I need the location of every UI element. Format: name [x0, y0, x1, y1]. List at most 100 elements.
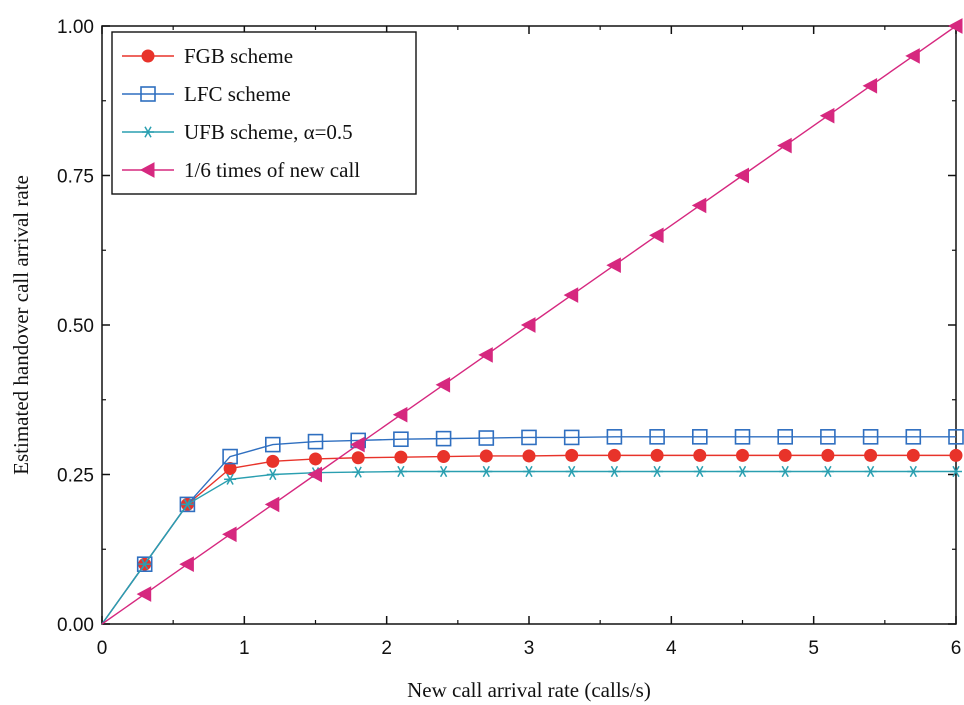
x-tick-label: 1 — [239, 638, 250, 659]
data-point — [136, 556, 153, 573]
data-point — [181, 498, 194, 510]
data-point — [437, 450, 451, 464]
data-point — [563, 287, 579, 303]
data-point — [309, 452, 322, 466]
data-point — [864, 465, 877, 478]
data-point — [480, 465, 493, 478]
legend-marker — [139, 162, 155, 178]
asterisk-stroke — [525, 465, 533, 478]
data-point — [352, 466, 365, 478]
data-point — [649, 227, 664, 244]
x-tick-label: 2 — [381, 638, 392, 659]
data-point — [649, 429, 665, 445]
legend-box — [111, 31, 417, 195]
asterisk-stroke — [952, 465, 960, 478]
y-tick-label: 0.75 — [57, 167, 94, 188]
legend-marker — [140, 86, 156, 102]
data-point — [862, 77, 878, 94]
data-point — [607, 448, 621, 462]
data-point — [950, 465, 962, 478]
asterisk-stroke — [653, 465, 661, 478]
data-point — [606, 257, 621, 274]
series-4 — [101, 18, 963, 625]
data-point — [905, 429, 922, 445]
data-point — [949, 448, 963, 462]
plot-area — [101, 18, 964, 625]
x-tick-label: 4 — [666, 638, 677, 659]
data-point — [393, 431, 409, 448]
data-point — [779, 465, 792, 478]
data-point — [691, 429, 708, 445]
data-point — [350, 436, 365, 453]
data-point — [651, 465, 664, 478]
data-point — [478, 430, 495, 446]
data-point — [522, 449, 536, 463]
data-point — [864, 448, 878, 462]
data-point — [222, 448, 238, 465]
y-tick-label: 0.50 — [57, 316, 94, 337]
data-point — [307, 466, 322, 483]
asterisk-stroke — [482, 465, 490, 478]
data-point — [478, 347, 493, 363]
asterisk-stroke — [183, 498, 192, 510]
data-point — [223, 462, 237, 476]
data-point — [734, 429, 751, 445]
data-point — [777, 429, 794, 445]
y-tick-label: 1.00 — [57, 17, 94, 38]
data-point — [821, 448, 835, 462]
data-point — [222, 526, 237, 543]
data-point — [435, 430, 452, 447]
asterisk-stroke — [909, 465, 917, 478]
legend: FGB scheme LFC scheme UFB scheme, α=0.5 1/6… — [111, 31, 417, 195]
asterisk-stroke — [824, 465, 832, 478]
data-point — [862, 429, 879, 445]
data-point — [819, 107, 835, 124]
series-line — [101, 470, 956, 625]
data-point — [778, 448, 792, 462]
y-tick-label: 0.00 — [57, 615, 94, 636]
data-point — [394, 465, 407, 478]
x-tick-label: 5 — [808, 638, 819, 659]
data-point — [693, 448, 707, 462]
data-point — [906, 448, 920, 462]
data-point — [179, 496, 196, 513]
data-point — [948, 429, 964, 445]
x-axis-title: New call arrival rate (calls/s) — [407, 678, 651, 702]
data-point — [179, 556, 194, 573]
asterisk-stroke — [696, 465, 704, 478]
legend-label: UFB scheme, α=0.5 — [184, 120, 353, 144]
legend-item: UFB scheme, α=0.5 — [122, 120, 353, 144]
x-tick-label: 0 — [97, 638, 108, 659]
data-point — [523, 465, 535, 478]
y-tick-label: 0.25 — [57, 466, 94, 487]
data-point — [563, 429, 580, 446]
data-point — [521, 429, 537, 446]
data-point — [394, 450, 408, 464]
data-point — [907, 465, 920, 478]
data-point — [264, 436, 281, 453]
data-point — [520, 317, 536, 333]
data-point — [608, 465, 621, 478]
asterisk-stroke — [141, 558, 149, 570]
series-2 — [101, 429, 964, 625]
data-point — [821, 465, 834, 478]
data-point — [820, 429, 836, 445]
x-tick-label: 6 — [951, 638, 962, 659]
data-point — [307, 433, 324, 450]
asterisk-stroke — [866, 465, 875, 478]
axes: 0 1 2 3 4 5 6 0.00 0.25 0.50 0.75 1.00 — [57, 17, 961, 659]
data-point — [777, 137, 792, 154]
data-point — [650, 448, 664, 462]
data-point — [351, 451, 365, 465]
data-point — [264, 496, 280, 513]
data-point — [266, 468, 279, 481]
legend-item: FGB scheme — [122, 44, 293, 68]
asterisk-stroke — [226, 473, 234, 485]
asterisk-stroke — [439, 465, 448, 478]
asterisk-stroke — [144, 126, 152, 138]
data-point — [479, 449, 493, 463]
data-point — [136, 586, 152, 602]
asterisk-stroke — [610, 465, 619, 478]
legend-marker — [141, 49, 155, 63]
